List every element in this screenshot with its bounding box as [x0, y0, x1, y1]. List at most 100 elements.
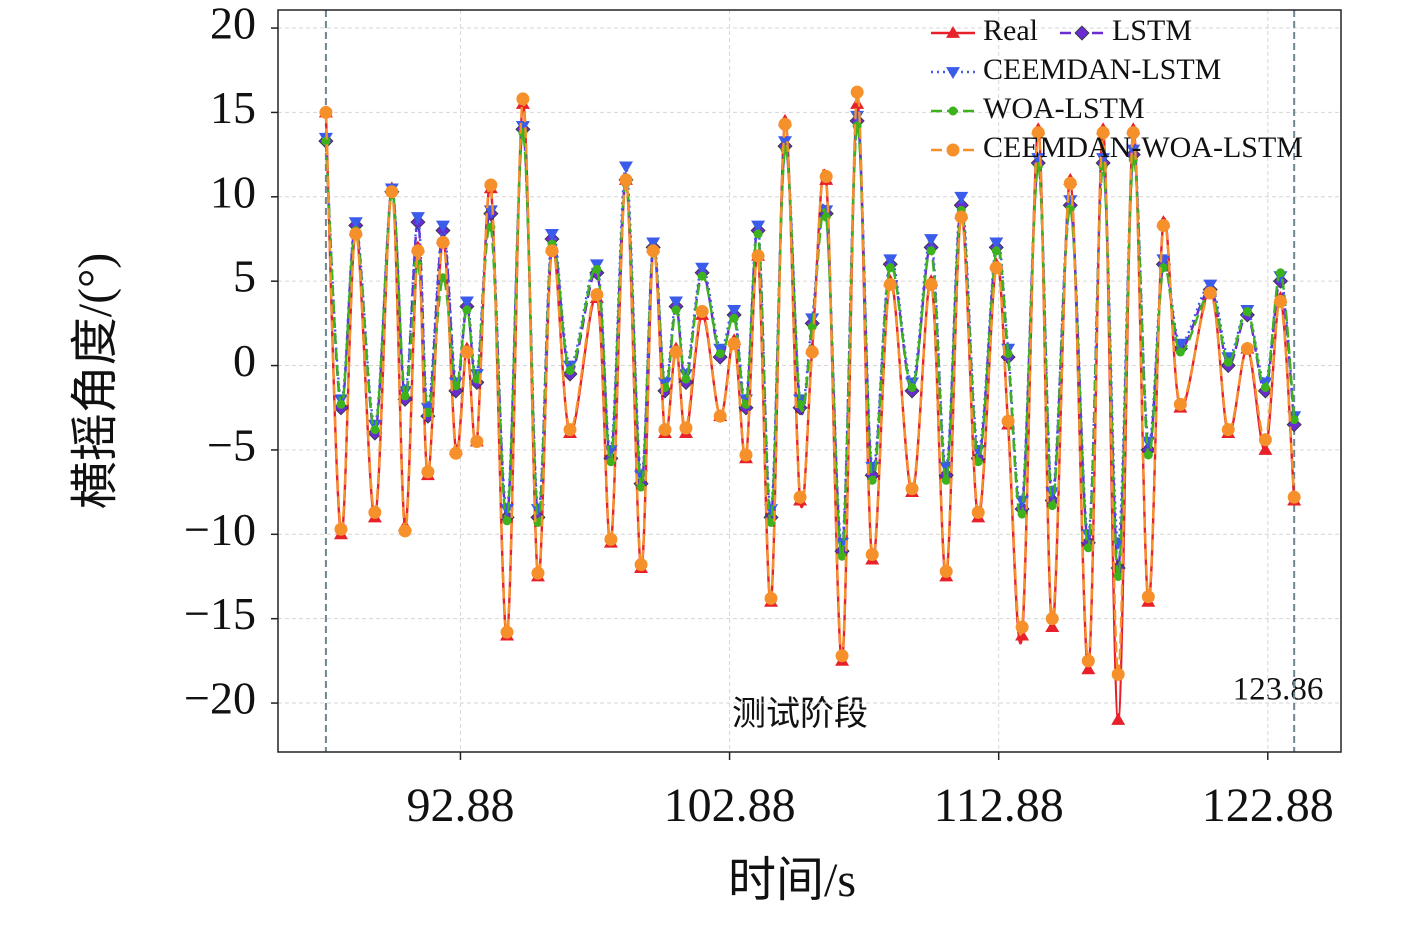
marker [1111, 667, 1125, 681]
marker [729, 313, 739, 323]
marker [563, 423, 577, 437]
marker [1126, 144, 1141, 157]
marker [1081, 662, 1096, 675]
marker [741, 399, 751, 409]
marker [681, 374, 691, 384]
marker [1096, 126, 1110, 140]
marker [669, 296, 684, 309]
marker [1017, 509, 1027, 519]
marker [1063, 195, 1078, 208]
marker [410, 212, 425, 225]
marker [592, 264, 602, 274]
marker [1081, 654, 1095, 668]
marker [1260, 382, 1270, 392]
marker [470, 434, 484, 448]
marker [545, 244, 559, 258]
y-tick-label: −10 [184, 504, 256, 555]
marker [1045, 612, 1059, 626]
marker [1126, 126, 1140, 140]
marker [319, 105, 333, 119]
legend-label: Real [983, 14, 1038, 47]
marker [619, 173, 633, 187]
marker [1203, 279, 1218, 292]
marker [449, 446, 463, 460]
marker [483, 205, 498, 218]
marker [1289, 415, 1299, 425]
marker [1273, 294, 1287, 308]
marker [679, 421, 693, 435]
marker [885, 263, 895, 273]
marker [819, 170, 833, 184]
series-line [324, 90, 1296, 676]
marker [502, 516, 512, 526]
marker [954, 210, 968, 224]
marker [727, 304, 742, 317]
marker [636, 482, 646, 492]
marker [954, 191, 969, 204]
marker [924, 234, 939, 246]
marker [462, 305, 472, 315]
marker [459, 296, 474, 309]
marker [989, 261, 1003, 275]
marker [850, 85, 864, 99]
marker [991, 246, 1001, 256]
y-tick-label: 10 [210, 166, 256, 217]
plot-frame [277, 9, 1342, 753]
marker [867, 475, 877, 485]
legend-marker [946, 67, 960, 79]
x-tick-label: 92.88 [406, 779, 514, 832]
marker [850, 110, 865, 123]
legend-marker [948, 106, 958, 116]
marker [971, 505, 985, 519]
marker [793, 490, 807, 504]
marker [973, 457, 983, 467]
marker [1111, 712, 1126, 725]
marker [421, 465, 435, 479]
marker [713, 409, 727, 423]
marker [1001, 414, 1015, 428]
marker [835, 649, 849, 663]
marker [907, 382, 917, 392]
marker [1275, 268, 1285, 278]
legend-label: CEEMDAN-LSTM [983, 53, 1221, 86]
marker [989, 237, 1004, 250]
marker [1258, 442, 1273, 455]
y-axis-label: 横摇角度/(°) [69, 253, 122, 510]
marker [349, 227, 363, 241]
marker [1096, 153, 1111, 165]
marker [634, 470, 649, 483]
legend-label: CEEMDAN-WOA-LSTM [983, 131, 1303, 164]
marker [753, 229, 763, 239]
marker [604, 532, 618, 546]
x-tick-label: 102.88 [664, 779, 796, 832]
marker [865, 548, 879, 562]
marker [695, 305, 709, 319]
marker [1223, 357, 1233, 367]
marker [837, 551, 847, 561]
marker [1221, 423, 1235, 437]
marker [1047, 501, 1057, 511]
marker [1045, 620, 1060, 633]
marker [516, 92, 530, 106]
marker [606, 457, 616, 467]
marker [715, 349, 725, 359]
marker [348, 217, 363, 230]
marker [883, 278, 897, 292]
marker [939, 564, 953, 578]
marker [634, 558, 648, 572]
x-tick-label: 122.88 [1202, 779, 1334, 832]
marker [924, 278, 938, 292]
marker [400, 391, 410, 401]
marker [727, 337, 741, 351]
legend-marker [1074, 25, 1090, 41]
marker [1258, 433, 1272, 447]
marker [334, 522, 348, 536]
marker [1083, 543, 1093, 553]
marker [435, 220, 450, 233]
legend-marker [946, 143, 960, 157]
marker [1240, 342, 1254, 356]
marker [336, 399, 346, 409]
marker [1141, 590, 1155, 604]
